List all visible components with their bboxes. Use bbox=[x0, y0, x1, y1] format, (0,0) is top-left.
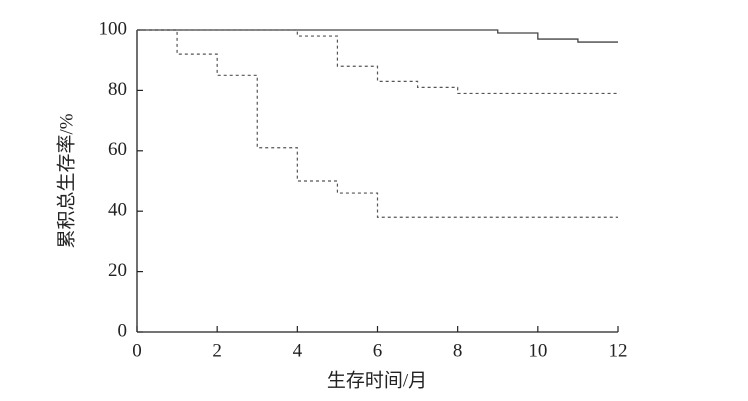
x-axis-label: 生存时间/月 bbox=[327, 369, 427, 391]
y-tick-label: 100 bbox=[99, 18, 128, 39]
y-tick-label: 0 bbox=[118, 320, 128, 341]
x-tick-label: 4 bbox=[293, 340, 303, 361]
survival-curve bbox=[137, 29, 618, 218]
x-tick-label: 0 bbox=[132, 340, 142, 361]
y-tick-label: 80 bbox=[108, 79, 127, 100]
y-axis-label: 累积总生存率/% bbox=[55, 113, 77, 248]
x-tick-label: 12 bbox=[609, 340, 628, 361]
survival-curve bbox=[137, 29, 618, 95]
x-tick-label: 10 bbox=[528, 340, 547, 361]
y-tick-label: 40 bbox=[108, 200, 127, 221]
x-tick-label: 2 bbox=[212, 340, 222, 361]
y-tick-label: 20 bbox=[108, 260, 127, 281]
x-tick-label: 6 bbox=[373, 340, 383, 361]
y-tick-label: 60 bbox=[108, 139, 127, 160]
survival-curve bbox=[137, 29, 618, 43]
x-tick-label: 8 bbox=[453, 340, 463, 361]
